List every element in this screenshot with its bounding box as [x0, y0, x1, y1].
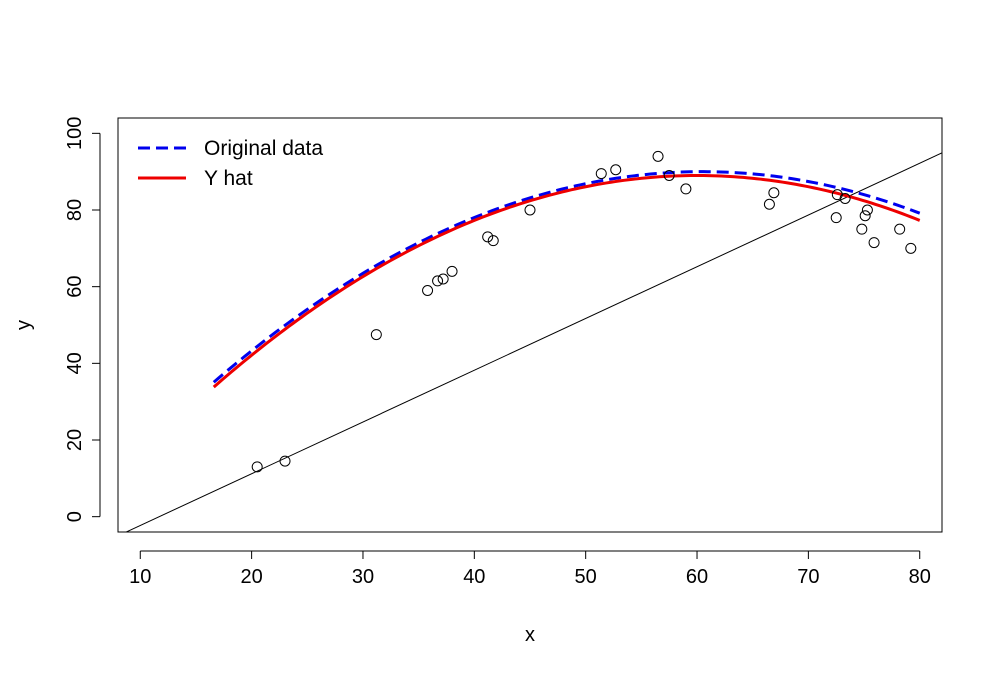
data-point — [422, 285, 434, 296]
data-point — [524, 204, 536, 216]
data-point — [663, 170, 675, 181]
data-point — [680, 183, 692, 195]
x-tick-label: 60 — [686, 566, 708, 588]
legend-label: Original data — [204, 137, 323, 160]
plot-frame — [117, 117, 943, 533]
data-point — [370, 329, 382, 341]
x-axis-title: x — [525, 624, 535, 646]
data-point — [595, 168, 607, 180]
legend: Original data Y hat — [138, 137, 323, 190]
data-point — [868, 237, 880, 249]
y-tick-label: 20 — [64, 429, 86, 451]
plot-area — [125, 150, 942, 532]
data-point — [432, 275, 444, 287]
data-point — [446, 265, 458, 277]
y-tick-label: 100 — [64, 117, 86, 150]
x-tick-label: 20 — [240, 566, 262, 588]
data-point — [861, 204, 873, 216]
data-point — [279, 455, 291, 467]
data-point — [763, 198, 775, 210]
legend-label: Y hat — [204, 167, 253, 190]
data-point — [859, 210, 871, 222]
axes: 10 20 30 40 50 60 70 80 0 20 40 60 80 100 — [64, 117, 931, 588]
x-tick-label: 80 — [909, 566, 931, 588]
y-tick-label: 60 — [64, 276, 86, 298]
data-point — [830, 212, 842, 224]
data-point — [487, 235, 499, 247]
data-point — [839, 193, 851, 204]
data-point — [768, 187, 780, 199]
x-tick-label: 70 — [797, 566, 819, 588]
x-tick-label: 30 — [352, 566, 374, 588]
y-tick-label: 40 — [64, 352, 86, 374]
x-tick-label: 50 — [575, 566, 597, 588]
data-point — [610, 164, 622, 176]
y-hat-curve — [212, 174, 921, 389]
data-point — [652, 150, 664, 162]
reference-line — [125, 152, 942, 532]
data-point — [437, 273, 449, 285]
x-tick-label: 10 — [129, 566, 151, 588]
data-point — [482, 231, 494, 243]
x-tick-label: 40 — [463, 566, 485, 588]
y-tick-label: 80 — [64, 199, 86, 221]
data-point — [894, 223, 906, 235]
data-point — [856, 223, 868, 235]
y-axis-title: y — [13, 320, 35, 330]
data-point — [905, 242, 917, 254]
y-tick-label: 0 — [64, 511, 86, 522]
original-data-curve — [212, 170, 921, 384]
data-point — [251, 461, 263, 473]
